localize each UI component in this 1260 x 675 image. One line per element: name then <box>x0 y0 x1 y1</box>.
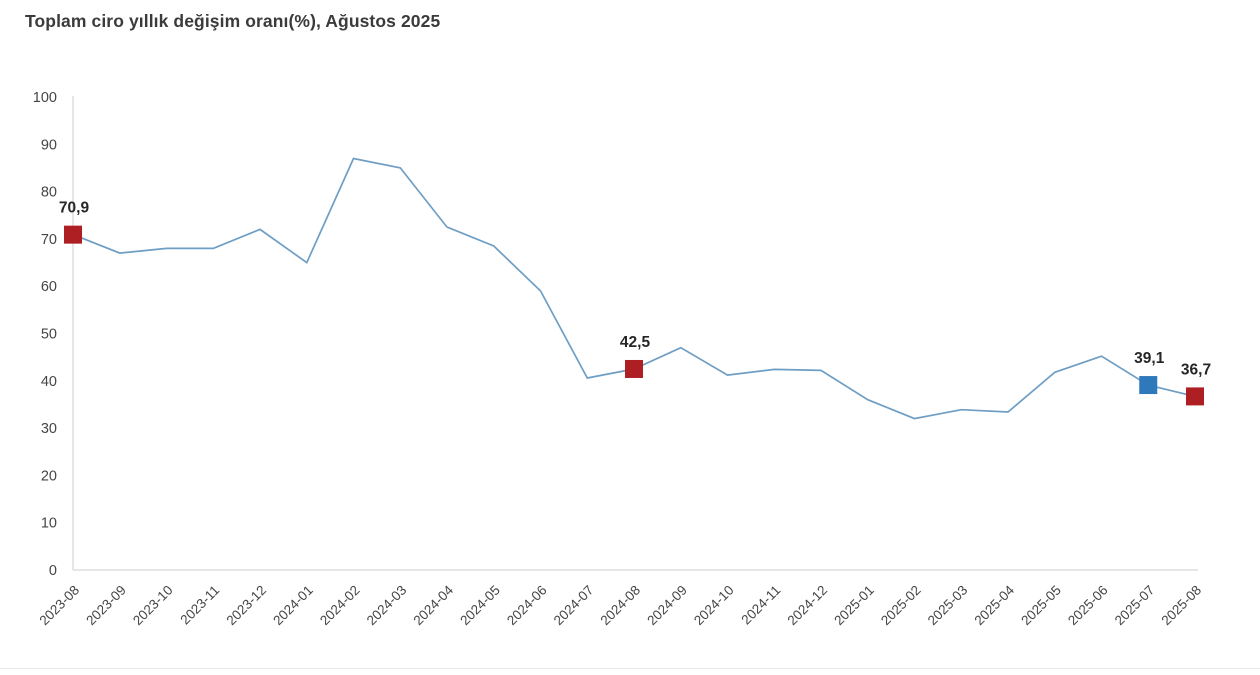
x-axis-tick-label: 2024-02 <box>317 583 363 629</box>
x-axis-tick-label: 2025-02 <box>878 583 924 629</box>
x-axis-tick-label: 2023-11 <box>177 583 222 628</box>
x-axis-tick-label: 2024-10 <box>691 583 737 629</box>
x-axis-tick-label: 2024-01 <box>270 583 316 629</box>
x-axis-tick-label: 2024-03 <box>364 583 410 629</box>
x-axis-tick-label: 2024-06 <box>504 583 550 629</box>
data-point-marker <box>1186 387 1204 406</box>
data-point-label: 39,1 <box>1134 350 1165 367</box>
x-axis-tick-label: 2024-12 <box>784 583 830 629</box>
data-point-label: 42,5 <box>620 334 651 351</box>
x-axis-tick-label: 2024-07 <box>551 583 597 629</box>
x-axis-tick-label: 2024-11 <box>738 583 783 628</box>
x-axis-tick-label: 2025-03 <box>925 583 971 629</box>
chart-title: Toplam ciro yıllık değişim oranı(%), Ağu… <box>25 11 441 31</box>
y-axis-tick-label: 30 <box>41 421 57 437</box>
data-point-marker <box>1139 376 1158 395</box>
y-axis-tick-label: 70 <box>41 232 57 248</box>
y-axis-tick-label: 100 <box>33 90 57 106</box>
x-axis-tick-label: 2025-06 <box>1065 583 1111 629</box>
y-axis-tick-label: 20 <box>41 468 57 484</box>
y-axis-tick-label: 50 <box>41 327 57 343</box>
data-point-label: 70,9 <box>59 200 90 217</box>
data-point-label: 36,7 <box>1181 361 1211 378</box>
y-axis-tick-label: 60 <box>41 279 57 295</box>
x-axis-tick-label: 2023-09 <box>83 583 129 629</box>
x-axis-tick-label: 2023-10 <box>130 583 176 629</box>
x-axis-tick-label: 2025-01 <box>831 583 877 629</box>
x-axis-tick-label: 2024-09 <box>644 583 690 629</box>
data-point-marker <box>64 225 82 244</box>
data-point-marker <box>625 359 643 378</box>
x-axis-tick-label: 2025-04 <box>971 582 1017 628</box>
x-axis-tick-label: 2024-05 <box>457 583 503 629</box>
bottom-divider <box>0 668 1260 669</box>
x-axis-tick-label: 2024-08 <box>597 583 643 629</box>
y-axis-tick-label: 90 <box>41 137 57 153</box>
x-axis-tick-label: 2025-05 <box>1018 583 1064 629</box>
x-axis-tick-label: 2025-07 <box>1112 583 1158 629</box>
y-axis-tick-label: 80 <box>41 185 57 201</box>
x-axis-tick-label: 2023-08 <box>36 583 82 629</box>
x-axis-tick-label: 2024-04 <box>410 582 456 628</box>
y-axis-tick-label: 0 <box>49 563 57 579</box>
data-line <box>72 157 1196 420</box>
y-axis-tick-label: 40 <box>41 374 57 390</box>
x-axis-tick-label: 2023-12 <box>223 583 269 629</box>
x-axis-tick-label: 2025-08 <box>1158 583 1204 629</box>
y-axis-tick-label: 10 <box>41 516 57 532</box>
